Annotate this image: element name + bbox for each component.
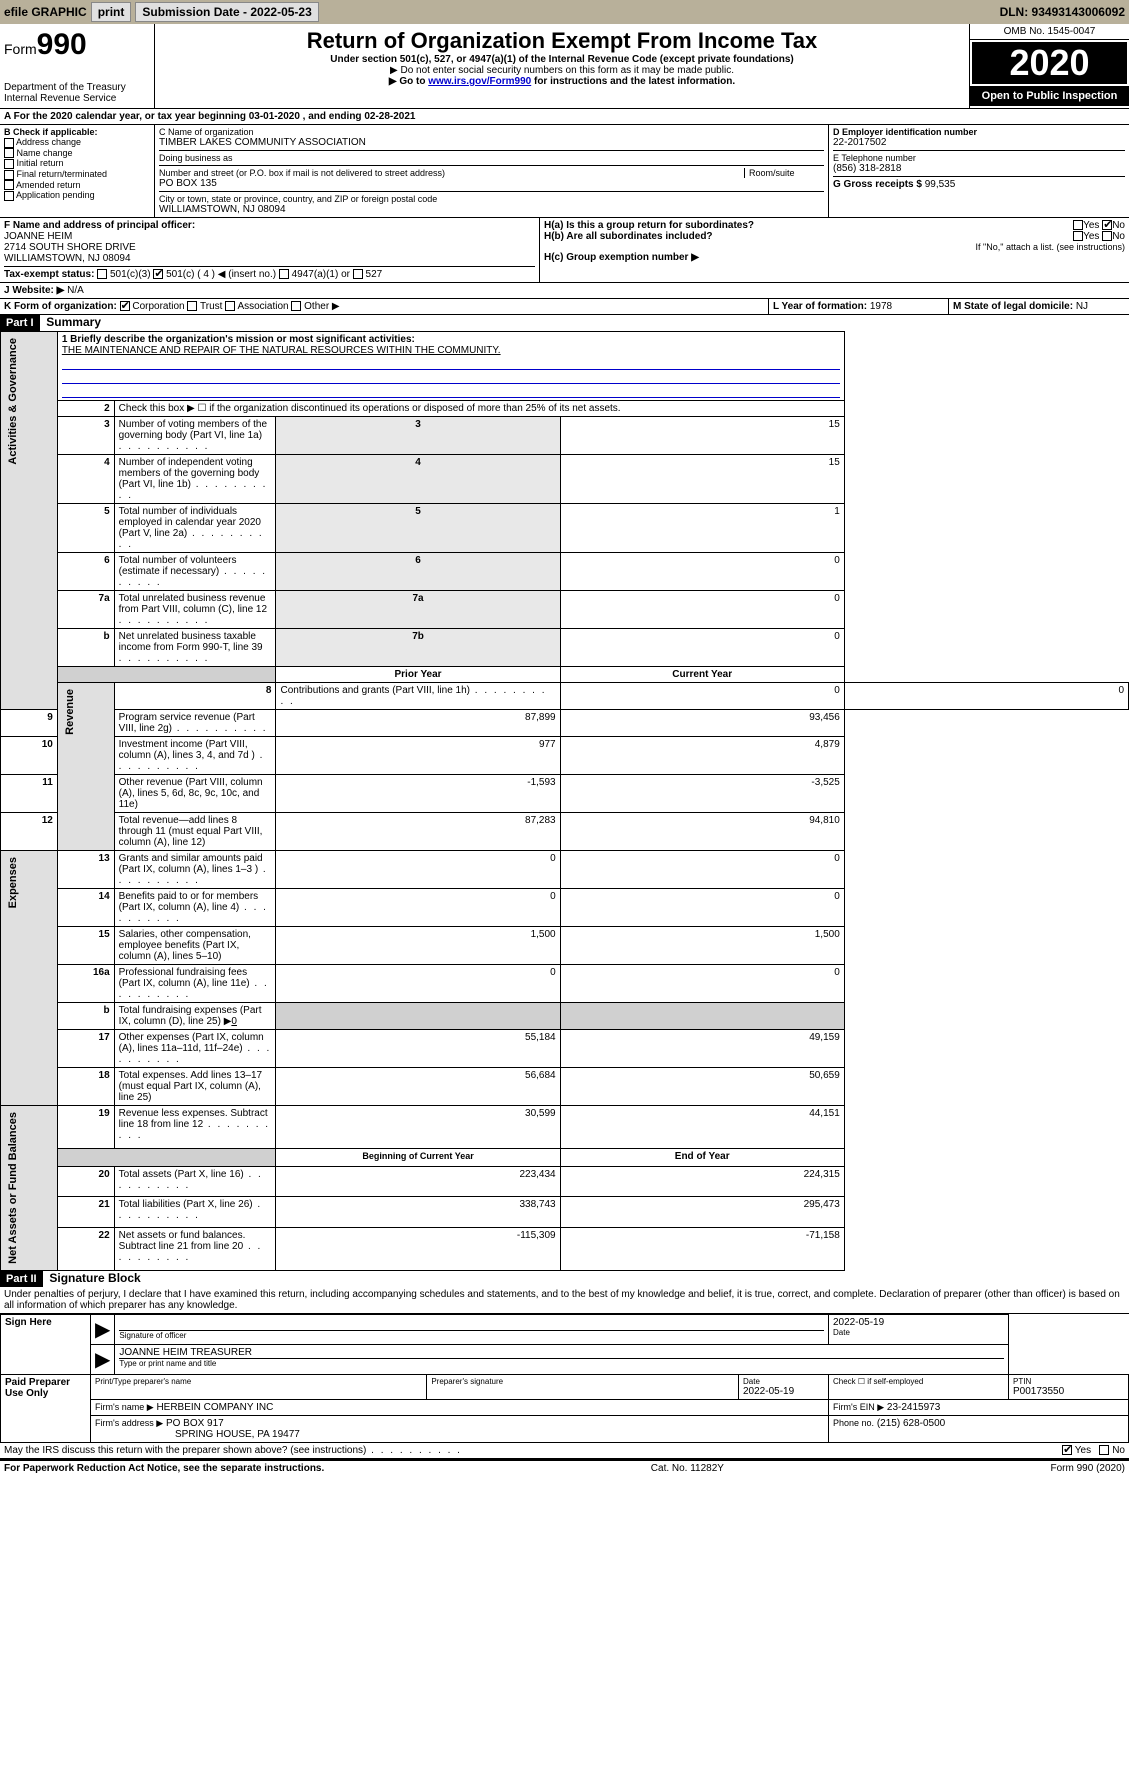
tax-year: 2020: [970, 40, 1129, 86]
val-7b: 0: [560, 629, 844, 667]
phone-value: (856) 318-2818: [833, 163, 1125, 174]
instructions-note: ▶ Go to www.irs.gov/Form990 for instruct…: [159, 76, 965, 87]
org-name: TIMBER LAKES COMMUNITY ASSOCIATION: [159, 137, 824, 148]
entity-block: B Check if applicable: Address change Na…: [0, 125, 1129, 218]
chk-501c[interactable]: [153, 269, 163, 279]
chk-527[interactable]: [353, 269, 363, 279]
chk-trust[interactable]: [187, 301, 197, 311]
chk-discuss-yes[interactable]: [1062, 1445, 1072, 1455]
chk-initial[interactable]: Initial return: [4, 158, 150, 169]
chk-pending[interactable]: Application pending: [4, 190, 150, 201]
dept-treasury: Department of the Treasury: [4, 82, 150, 93]
form-number: Form990: [4, 28, 150, 62]
val-7a: 0: [560, 591, 844, 629]
ha-line: H(a) Is this a group return for subordin…: [544, 220, 1125, 231]
box-c: C Name of organization TIMBER LAKES COMM…: [155, 125, 829, 217]
chk-corp[interactable]: [120, 301, 130, 311]
ein-value: 22-2017502: [833, 137, 1125, 148]
val-5: 1: [560, 504, 844, 553]
org-name-label: C Name of organization: [159, 127, 824, 137]
officer-name-title: JOANNE HEIM TREASURER: [119, 1347, 1004, 1359]
chk-assoc[interactable]: [225, 301, 235, 311]
chk-amended[interactable]: Amended return: [4, 180, 150, 191]
chk-other[interactable]: [291, 301, 301, 311]
open-inspection: Open to Public Inspection: [970, 86, 1129, 106]
ptin-value: P00173550: [1013, 1386, 1124, 1397]
perjury-text: Under penalties of perjury, I declare th…: [0, 1287, 1129, 1314]
city-state-zip: WILLIAMSTOWN, NJ 08094: [159, 204, 824, 215]
period-line: A For the 2020 calendar year, or tax yea…: [0, 109, 1129, 125]
domicile-state: NJ: [1076, 301, 1088, 312]
tax-status: Tax-exempt status: 501(c)(3) 501(c) ( 4 …: [4, 266, 535, 280]
street-address: PO BOX 135: [159, 178, 824, 189]
dln-label: DLN: 93493143006092: [1000, 5, 1125, 19]
hc-line: H(c) Group exemption number ▶: [544, 252, 1125, 263]
prior-year-hdr: Prior Year: [276, 667, 560, 683]
irs-label: Internal Revenue Service: [4, 93, 150, 104]
efile-label: efile GRAPHIC: [4, 5, 87, 19]
addr-row: Number and street (or P.O. box if mail i…: [159, 165, 824, 189]
hb-line: H(b) Are all subordinates included? Yes …: [544, 231, 1125, 242]
part1-header: Part I Summary: [0, 315, 1129, 331]
ssn-note: ▶ Do not enter social security numbers o…: [159, 65, 965, 76]
signature-table: Sign Here ▶ Signature of officer 2022-05…: [0, 1314, 1129, 1443]
chk-final[interactable]: Final return/terminated: [4, 169, 150, 180]
box-deg: D Employer identification number 22-2017…: [829, 125, 1129, 217]
firm-ein: 23-2415973: [887, 1402, 940, 1413]
paid-preparer-label: Paid Preparer Use Only: [1, 1374, 91, 1442]
box-b: B Check if applicable: Address change Na…: [0, 125, 155, 217]
form-header: Form990 Department of the Treasury Inter…: [0, 24, 1129, 109]
year-formation: 1978: [870, 301, 892, 312]
chk-501c3[interactable]: [97, 269, 107, 279]
val-6: 0: [560, 553, 844, 591]
firm-phone: (215) 628-0500: [877, 1418, 945, 1429]
discuss-line: May the IRS discuss this return with the…: [0, 1443, 1129, 1460]
sidebar-expenses: Expenses: [5, 853, 21, 912]
dba-label: Doing business as: [159, 150, 824, 163]
chk-address[interactable]: Address change: [4, 137, 150, 148]
sidebar-netassets: Net Assets or Fund Balances: [5, 1108, 21, 1268]
form-subtitle: Under section 501(c), 527, or 4947(a)(1)…: [159, 54, 965, 65]
summary-table: Activities & Governance 1 Briefly descri…: [0, 331, 1129, 1271]
firm-name: HERBEIN COMPANY INC: [156, 1402, 273, 1413]
omb-number: OMB No. 1545-0047: [970, 24, 1129, 40]
officer-name: JOANNE HEIM: [4, 231, 535, 242]
topbar: efile GRAPHIC print Submission Date - 20…: [0, 0, 1129, 24]
chk-name[interactable]: Name change: [4, 148, 150, 159]
chk-discuss-no[interactable]: [1099, 1445, 1109, 1455]
part2-header: Part II Signature Block: [0, 1271, 1129, 1287]
sidebar-governance: Activities & Governance: [5, 334, 21, 469]
form-title: Return of Organization Exempt From Incom…: [159, 28, 965, 54]
val-3: 15: [560, 417, 844, 455]
val-4: 15: [560, 455, 844, 504]
sign-here-label: Sign Here: [1, 1314, 91, 1374]
officer-addr1: 2714 SOUTH SHORE DRIVE: [4, 242, 535, 253]
gross-receipts: G Gross receipts $ 99,535: [833, 176, 1125, 190]
website-line: J Website: ▶ N/A: [0, 283, 1129, 299]
mission-text: THE MAINTENANCE AND REPAIR OF THE NATURA…: [62, 345, 840, 356]
officer-block: F Name and address of principal officer:…: [0, 218, 1129, 283]
page-footer: For Paperwork Reduction Act Notice, see …: [0, 1460, 1129, 1476]
form990-link[interactable]: www.irs.gov/Form990: [428, 76, 531, 87]
officer-addr2: WILLIAMSTOWN, NJ 08094: [4, 253, 535, 264]
print-button[interactable]: print: [91, 2, 132, 22]
current-year-hdr: Current Year: [560, 667, 844, 683]
submission-date-button[interactable]: Submission Date - 2022-05-23: [135, 2, 318, 22]
klm-row: K Form of organization: Corporation Trus…: [0, 299, 1129, 315]
chk-4947[interactable]: [279, 269, 289, 279]
sidebar-revenue: Revenue: [62, 685, 78, 739]
